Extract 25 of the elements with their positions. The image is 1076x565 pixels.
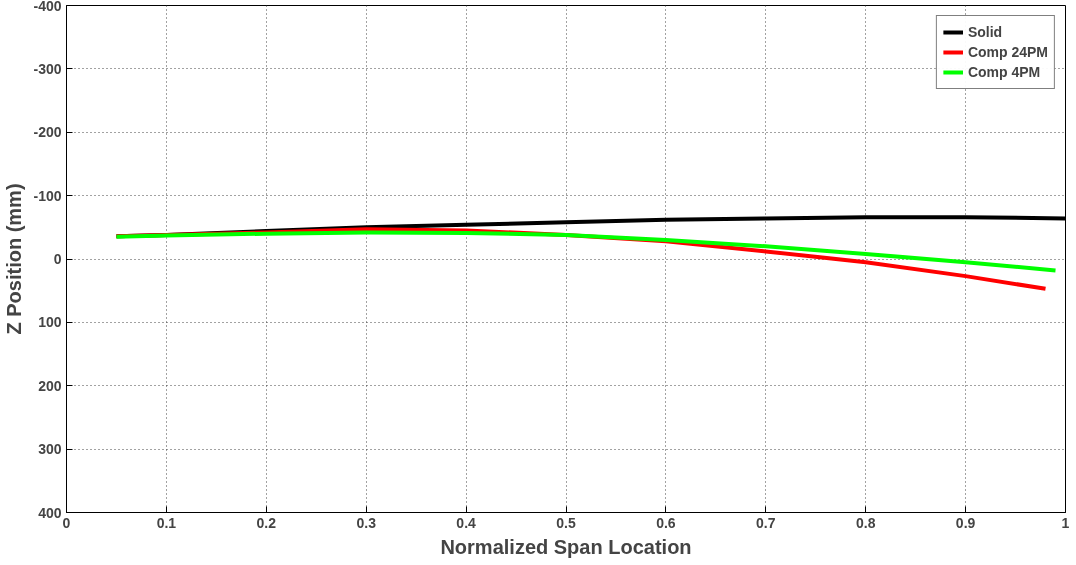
y-tick-label: -100 — [33, 187, 62, 204]
x-tick-label: 1 — [1061, 514, 1070, 531]
y-axis-title: Z Position (mm) — [3, 183, 26, 335]
x-tick-label: 0.1 — [156, 514, 177, 531]
x-tick-label: 0.6 — [656, 514, 676, 531]
line-series — [114, 230, 1058, 273]
y-tick-label: -400 — [33, 0, 62, 14]
x-tick-label: 0.7 — [756, 514, 776, 531]
y-tick-label: -200 — [33, 124, 62, 141]
x-tick-label: 0.4 — [456, 514, 477, 531]
x-tick-label: 0.3 — [356, 514, 377, 531]
y-tick-label: -300 — [33, 60, 62, 77]
x-tick-label: 0.5 — [556, 514, 576, 531]
x-tick-label: 0.2 — [256, 514, 277, 531]
legend-label: Comp 24PM — [967, 44, 1048, 60]
x-tick-label: 0.8 — [855, 514, 876, 531]
x-axis-title: Normalized Span Location — [440, 535, 692, 558]
legend-label: Solid — [967, 24, 1003, 40]
y-tick-label: 0 — [53, 251, 62, 267]
x-tick-label: 0.9 — [955, 514, 976, 531]
y-tick-label: 100 — [38, 314, 62, 331]
y-tick-label: 300 — [38, 441, 62, 458]
y-tick-label: 200 — [38, 377, 62, 394]
legend-label: Comp 4PM — [967, 64, 1041, 80]
y-tick-label: 400 — [38, 504, 62, 521]
